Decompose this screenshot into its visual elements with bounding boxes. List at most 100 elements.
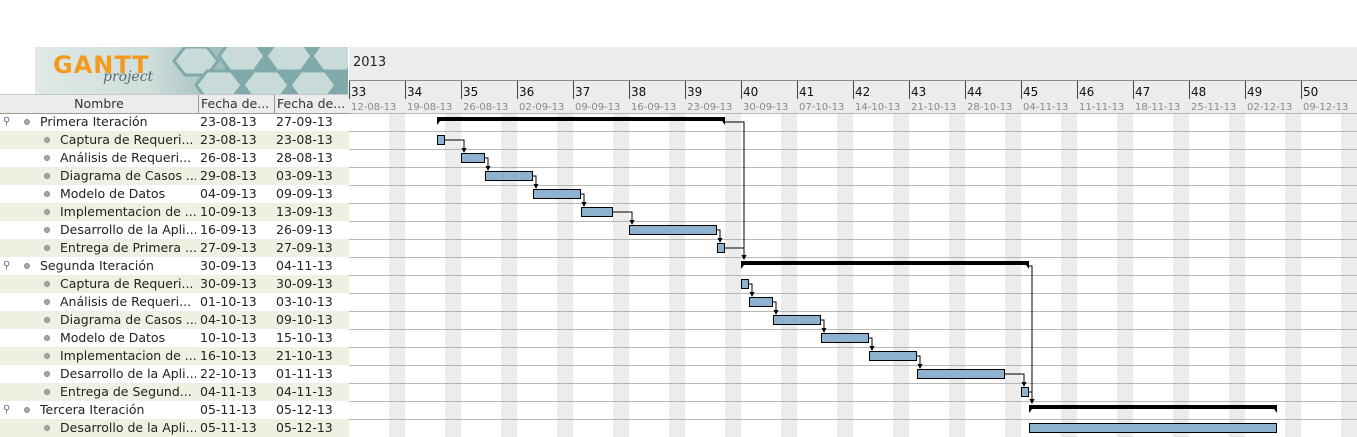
dependency-line <box>1005 373 1025 383</box>
dependency-arrow-icon <box>717 238 723 243</box>
task-end-date: 01-11-13 <box>276 366 333 381</box>
task-end-date: 13-09-13 <box>276 204 333 219</box>
task-end-date: 15-10-13 <box>276 330 333 345</box>
task-bar[interactable] <box>1021 387 1029 397</box>
task-start-date: 30-09-13 <box>200 276 257 291</box>
column-divider[interactable] <box>198 95 199 113</box>
weekend-column <box>389 100 405 437</box>
task-bullet-icon <box>44 245 50 251</box>
expand-collapse-icon[interactable]: ⚲ <box>3 260 11 271</box>
task-name: Modelo de Datos <box>60 330 166 345</box>
column-header-end-date[interactable]: Fecha de... <box>277 96 346 111</box>
task-row[interactable]: Desarrollo de la Apli... 05-11-13 05-12-13 <box>0 419 349 437</box>
task-bullet-icon <box>44 353 50 359</box>
task-end-date: 27-09-13 <box>276 114 333 129</box>
task-row[interactable]: Diagrama de Casos ... 04-10-13 09-10-13 <box>0 311 349 329</box>
week-number-label: 40 <box>743 85 758 99</box>
dependency-arrow-icon <box>741 255 747 260</box>
task-name: Entrega de Segund... <box>60 384 192 399</box>
summary-task-bar[interactable] <box>437 117 725 121</box>
task-row[interactable]: Implementacion de ... 10-09-13 13-09-13 <box>0 203 349 221</box>
task-row[interactable]: Captura de Requeri... 23-08-13 23-08-13 <box>0 131 349 149</box>
dependency-arrow-icon <box>1021 382 1027 387</box>
task-row[interactable]: Entrega de Segund... 04-11-13 04-11-13 <box>0 383 349 401</box>
week-number-label: 37 <box>575 85 590 99</box>
task-start-date: 30-09-13 <box>200 258 257 273</box>
task-row[interactable]: Captura de Requeri... 30-09-13 30-09-13 <box>0 275 349 293</box>
task-bar[interactable] <box>533 189 581 199</box>
task-bullet-icon <box>24 263 30 269</box>
task-start-date: 26-08-13 <box>200 150 257 165</box>
task-row[interactable]: Modelo de Datos 10-10-13 15-10-13 <box>0 329 349 347</box>
summary-task-bar[interactable] <box>741 261 1029 265</box>
task-bullet-icon <box>44 173 50 179</box>
task-row[interactable]: Modelo de Datos 04-09-13 09-09-13 <box>0 185 349 203</box>
timeline-year: 2013 <box>353 55 386 70</box>
dependency-line <box>613 211 633 221</box>
task-bar[interactable] <box>821 333 869 343</box>
task-bar[interactable] <box>749 297 773 307</box>
summary-task-row[interactable]: ⚲ Tercera Iteración 05-11-13 05-12-13 <box>0 401 349 419</box>
task-row[interactable]: Entrega de Primera ... 27-09-13 27-09-13 <box>0 239 349 257</box>
weekend-column <box>949 100 965 437</box>
task-bullet-icon <box>24 407 30 413</box>
task-bar[interactable] <box>869 351 917 361</box>
expand-collapse-icon[interactable]: ⚲ <box>3 116 11 127</box>
task-start-date: 04-11-13 <box>200 384 257 399</box>
week-date-label: 07-10-13 <box>799 102 844 113</box>
task-name: Implementacion de ... <box>60 204 196 219</box>
task-end-date: 21-10-13 <box>276 348 333 363</box>
column-header-name[interactable]: Nombre <box>74 96 124 111</box>
task-row[interactable]: Diagrama de Casos ... 29-08-13 03-09-13 <box>0 167 349 185</box>
task-name: Desarrollo de la Apli... <box>60 222 196 237</box>
column-divider[interactable] <box>274 95 275 113</box>
task-bar[interactable] <box>1029 423 1277 433</box>
logo-subtext: project <box>103 69 154 85</box>
summary-task-row[interactable]: ⚲ Segunda Iteración 30-09-13 04-11-13 <box>0 257 349 275</box>
task-bar[interactable] <box>741 279 749 289</box>
gantt-chart[interactable]: 2013 33 12-08-13 34 19-08-13 35 26-08-13 36 02-0… <box>349 0 1357 437</box>
task-name: Segunda Iteración <box>40 258 154 273</box>
task-name: Diagrama de Casos ... <box>60 312 196 327</box>
task-end-date: 03-09-13 <box>276 168 333 183</box>
week-number-label: 47 <box>1135 85 1150 99</box>
task-row[interactable]: Desarrollo de la Apli... 16-09-13 26-09-13 <box>0 221 349 239</box>
task-bullet-icon <box>44 371 50 377</box>
week-date-label: 25-11-13 <box>1191 102 1236 113</box>
task-bar[interactable] <box>917 369 1005 379</box>
week-number-label: 33 <box>351 85 366 99</box>
dependency-line <box>717 229 721 239</box>
task-bullet-icon <box>44 425 50 431</box>
task-bullet-icon <box>44 281 50 287</box>
task-bar[interactable] <box>717 243 725 253</box>
task-name: Desarrollo de la Apli... <box>60 366 196 381</box>
dependency-arrow-icon <box>533 184 539 189</box>
task-row[interactable]: Desarrollo de la Apli... 22-10-13 01-11-13 <box>0 365 349 383</box>
summary-task-bar[interactable] <box>1029 405 1277 409</box>
dependency-line <box>581 193 585 203</box>
dependency-line <box>485 157 489 167</box>
task-row[interactable]: Análisis de Requeri... 26-08-13 28-08-13 <box>0 149 349 167</box>
summary-end-cap-icon <box>1023 261 1029 269</box>
summary-task-row[interactable]: ⚲ Primera Iteración 23-08-13 27-09-13 <box>0 113 349 131</box>
weekend-column <box>893 100 909 437</box>
task-row[interactable]: Implementacion de ... 16-10-13 21-10-13 <box>0 347 349 365</box>
dependency-arrow-icon <box>869 346 875 351</box>
dependency-arrow-icon <box>581 202 587 207</box>
task-bar[interactable] <box>773 315 821 325</box>
week-date-label: 11-11-13 <box>1079 102 1124 113</box>
weekend-column <box>1061 100 1077 437</box>
task-bullet-icon <box>44 209 50 215</box>
task-bullet-icon <box>44 227 50 233</box>
task-bar[interactable] <box>461 153 485 163</box>
task-bar[interactable] <box>485 171 533 181</box>
column-header-start-date[interactable]: Fecha de... <box>201 96 270 111</box>
task-row[interactable]: Análisis de Requeri... 01-10-13 03-10-13 <box>0 293 349 311</box>
expand-collapse-icon[interactable]: ⚲ <box>3 404 11 415</box>
week-date-label: 02-12-13 <box>1247 102 1292 113</box>
task-bar[interactable] <box>581 207 613 217</box>
dependency-line <box>725 121 745 256</box>
task-bar[interactable] <box>629 225 717 235</box>
task-bar[interactable] <box>437 135 445 145</box>
week-date-label: 04-11-13 <box>1023 102 1068 113</box>
